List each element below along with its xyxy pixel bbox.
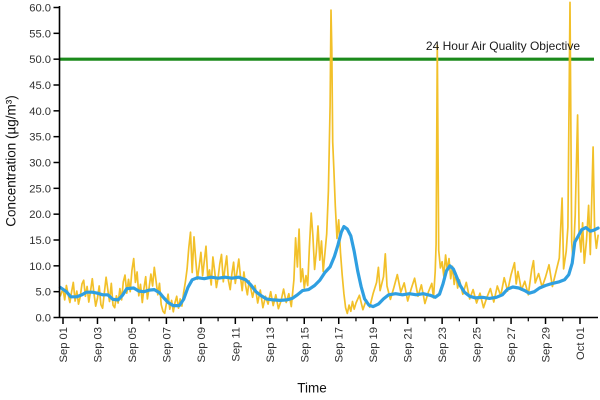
y-axis-title: Concentration (µg/m³) [3, 95, 19, 227]
y-tick-label: 25.0 [29, 183, 51, 195]
x-tick-label: Sep 23 [437, 327, 449, 362]
x-tick-label: Sep 05 [127, 327, 139, 362]
y-tick-label: 5.0 [35, 287, 51, 299]
x-tick-label: Sep 27 [506, 327, 518, 362]
x-tick-label: Sep 01 [58, 327, 70, 362]
x-tick-label: Sep 19 [368, 327, 380, 362]
x-tick-label: Sep 15 [299, 327, 311, 362]
series-line-hourly-concentration [59, 1, 599, 315]
objective-line-label: 24 Hour Air Quality Objective [425, 39, 580, 53]
y-tick-label: 40.0 [29, 106, 51, 118]
series-line-24h-rolling-mean [58, 225, 600, 309]
y-tick-label: 45.0 [29, 80, 51, 92]
x-tick-label: Sep 11 [230, 327, 242, 362]
y-tick-label: 10.0 [29, 261, 51, 273]
y-tick-label: 55.0 [29, 28, 51, 40]
x-tick-label: Sep 21 [403, 327, 415, 362]
x-axis-title: Time [297, 380, 327, 396]
y-tick-label: 20.0 [29, 209, 51, 221]
x-tick-label: Oct 01 [575, 327, 587, 360]
x-tick-label: Sep 25 [472, 327, 484, 362]
y-tick-label: 50.0 [29, 54, 51, 66]
y-tick-label: 60.0 [29, 2, 51, 14]
x-tick-label: Sep 29 [541, 327, 553, 362]
y-tick-label: 35.0 [29, 132, 51, 144]
x-tick-label: Sep 13 [265, 327, 277, 362]
y-tick-label: 0.0 [35, 313, 51, 325]
x-tick-label: Sep 09 [196, 327, 208, 362]
x-tick-label: Sep 07 [161, 327, 173, 362]
y-tick-label: 15.0 [29, 235, 51, 247]
x-tick-label: Sep 17 [334, 327, 346, 362]
y-tick-label: 30.0 [29, 157, 51, 169]
x-tick-label: Sep 03 [92, 327, 104, 362]
